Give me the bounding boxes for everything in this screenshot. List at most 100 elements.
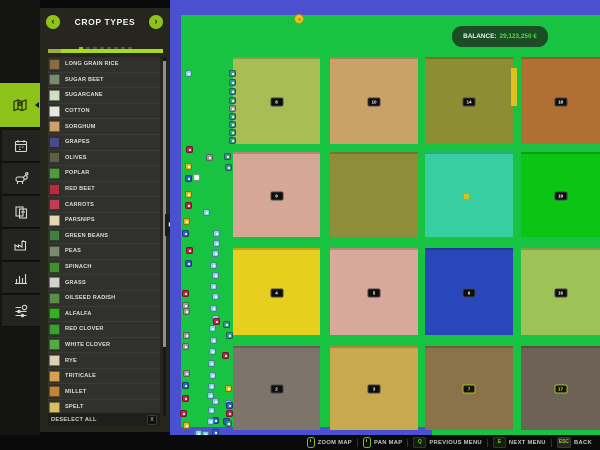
crop-label: RYE — [65, 357, 77, 364]
crop-row-poplar[interactable]: POPLAR — [48, 166, 160, 182]
map-object-marker — [186, 146, 193, 153]
footer-divider — [356, 438, 358, 447]
crop-row-rye[interactable]: RYE — [48, 353, 160, 369]
map-object-marker — [186, 247, 193, 254]
field-10[interactable]: 10 — [330, 57, 418, 144]
field[interactable] — [425, 152, 513, 237]
crop-label: GREEN BEANS — [65, 232, 109, 239]
sidebar-tab-statistics[interactable] — [2, 262, 40, 294]
crop-row-olives[interactable]: OLIVES — [48, 150, 160, 167]
crop-icon — [49, 308, 60, 320]
map-object-marker — [180, 410, 187, 417]
footer-control-back[interactable]: ESC BACK — [556, 437, 592, 448]
field-number-badge: 18 — [554, 97, 567, 106]
crop-row-red-beet[interactable]: RED BEET — [48, 181, 160, 198]
crop-icon — [49, 214, 60, 226]
field-17[interactable]: 17 — [521, 346, 600, 430]
crop-row-grapes[interactable]: GRAPES — [48, 134, 160, 151]
prev-category-button[interactable]: ‹ — [46, 15, 60, 29]
sidebar-tab-animals[interactable] — [2, 163, 40, 195]
crop-label: ALFALFA — [65, 310, 92, 317]
deselect-all-key-hint: X — [147, 414, 157, 425]
crop-label: SUGAR BEET — [65, 76, 104, 83]
field-number-badge: 17 — [554, 384, 567, 394]
footer-control-label: NEXT MENU — [508, 439, 546, 446]
footer-control-previous-menu[interactable]: Q PREVIOUS MENU — [413, 437, 482, 448]
map-object-marker — [225, 420, 232, 427]
map-object-marker — [226, 332, 233, 339]
map-object-marker — [182, 343, 189, 350]
map-object-marker — [182, 395, 189, 402]
map-object-marker — [207, 418, 214, 425]
field[interactable] — [330, 152, 418, 237]
map-object-marker — [223, 321, 230, 328]
crop-icon — [49, 199, 60, 211]
sidebar-tab-map[interactable] — [0, 83, 40, 128]
crop-row-alfalfa[interactable]: ALFALFA — [48, 306, 160, 323]
field-number-badge: 14 — [462, 97, 476, 106]
map-object-marker — [185, 260, 192, 267]
crop-row-grass[interactable]: GRASS — [48, 275, 160, 291]
map-view[interactable]: 8 10 14 18 9 19 4 5 6 16 2 3 7 17 BALANCE: 29,123,250… — [170, 0, 600, 438]
sidebar-tab-calendar[interactable] — [2, 130, 40, 162]
footer-control-label: BACK — [574, 439, 592, 446]
footer-divider — [550, 438, 552, 447]
crop-types-panel: ‹ CROP TYPES › LONG GRAIN RICE SUGAR BEET… — [40, 8, 177, 432]
field-4[interactable]: 4 — [233, 248, 320, 335]
crop-icon — [49, 339, 60, 351]
deselect-all-button[interactable]: DESELECT ALL X — [48, 413, 160, 426]
next-category-button[interactable]: › — [149, 15, 163, 29]
crop-row-triticale[interactable]: TRITICALE — [48, 368, 160, 385]
crop-list-scrollbar[interactable] — [163, 57, 166, 416]
map-object-marker — [210, 337, 217, 344]
field-5[interactable]: 5 — [330, 248, 418, 335]
field-18[interactable]: 18 — [521, 57, 600, 144]
crop-row-sugarcane[interactable]: SUGARCANE — [48, 88, 160, 104]
crop-row-white-clover[interactable]: WHITE CLOVER — [48, 337, 160, 354]
field-number-badge: 3 — [367, 384, 381, 394]
crop-row-cotton[interactable]: COTTON — [48, 103, 160, 120]
field-2[interactable]: 2 — [233, 346, 320, 430]
field-3[interactable]: 3 — [330, 346, 418, 430]
sidebar-tab-finances[interactable] — [2, 196, 40, 228]
field-9[interactable]: 9 — [233, 152, 320, 237]
field-16[interactable]: 16 — [521, 248, 600, 335]
menu-tab-sidebar — [0, 0, 40, 450]
crop-row-peas[interactable]: PEAS — [48, 244, 160, 260]
crop-row-millet[interactable]: MILLET — [48, 384, 160, 401]
field-8[interactable]: 8 — [233, 57, 320, 144]
map-dot-marker — [511, 96, 516, 101]
field-14[interactable]: 14 — [425, 57, 513, 144]
footer-control-next-menu[interactable]: E NEXT MENU — [492, 437, 546, 448]
crop-row-long-grain-rice[interactable]: LONG GRAIN RICE — [48, 57, 160, 73]
map-object-marker — [203, 209, 210, 216]
map-object-marker — [225, 385, 232, 392]
map-object-marker — [209, 372, 216, 379]
crop-label: RED BEET — [65, 186, 95, 193]
crop-row-red-clover[interactable]: RED CLOVER — [48, 322, 160, 338]
field-7[interactable]: 7 — [425, 346, 513, 430]
crop-row-sorghum[interactable]: SORGHUM — [48, 119, 160, 135]
crop-icon — [49, 183, 60, 195]
map-coin-marker — [294, 14, 304, 24]
footer-control-label: ZOOM MAP — [317, 439, 352, 446]
crop-row-green-beans[interactable]: GREEN BEANS — [48, 228, 160, 245]
footer-control-zoom-map[interactable]: ZOOM MAP — [306, 437, 352, 448]
crop-icon — [49, 386, 60, 398]
crop-row-parsnips[interactable]: PARSNIPS — [48, 212, 160, 229]
field-number-badge: 19 — [554, 191, 567, 200]
crop-row-spinach[interactable]: SPINACH — [48, 259, 160, 276]
scrollbar-thumb[interactable] — [163, 61, 166, 347]
crop-label: SPELT — [65, 404, 84, 411]
footer-control-pan-map[interactable]: PAN MAP — [362, 437, 402, 448]
crop-row-oilseed-radish[interactable]: OILSEED RADISH — [48, 290, 160, 307]
field-6[interactable]: 6 — [425, 248, 513, 335]
crop-row-carrots[interactable]: CARROTS — [48, 197, 160, 213]
map-water-left — [170, 0, 181, 435]
field-19[interactable]: 19 — [521, 152, 600, 237]
sidebar-tab-production[interactable] — [2, 229, 40, 261]
crop-row-sugar-beet[interactable]: SUGAR BEET — [48, 72, 160, 89]
map-object-marker — [210, 305, 217, 312]
crop-label: PEAS — [65, 248, 82, 255]
sidebar-tab-settings[interactable] — [2, 295, 40, 327]
